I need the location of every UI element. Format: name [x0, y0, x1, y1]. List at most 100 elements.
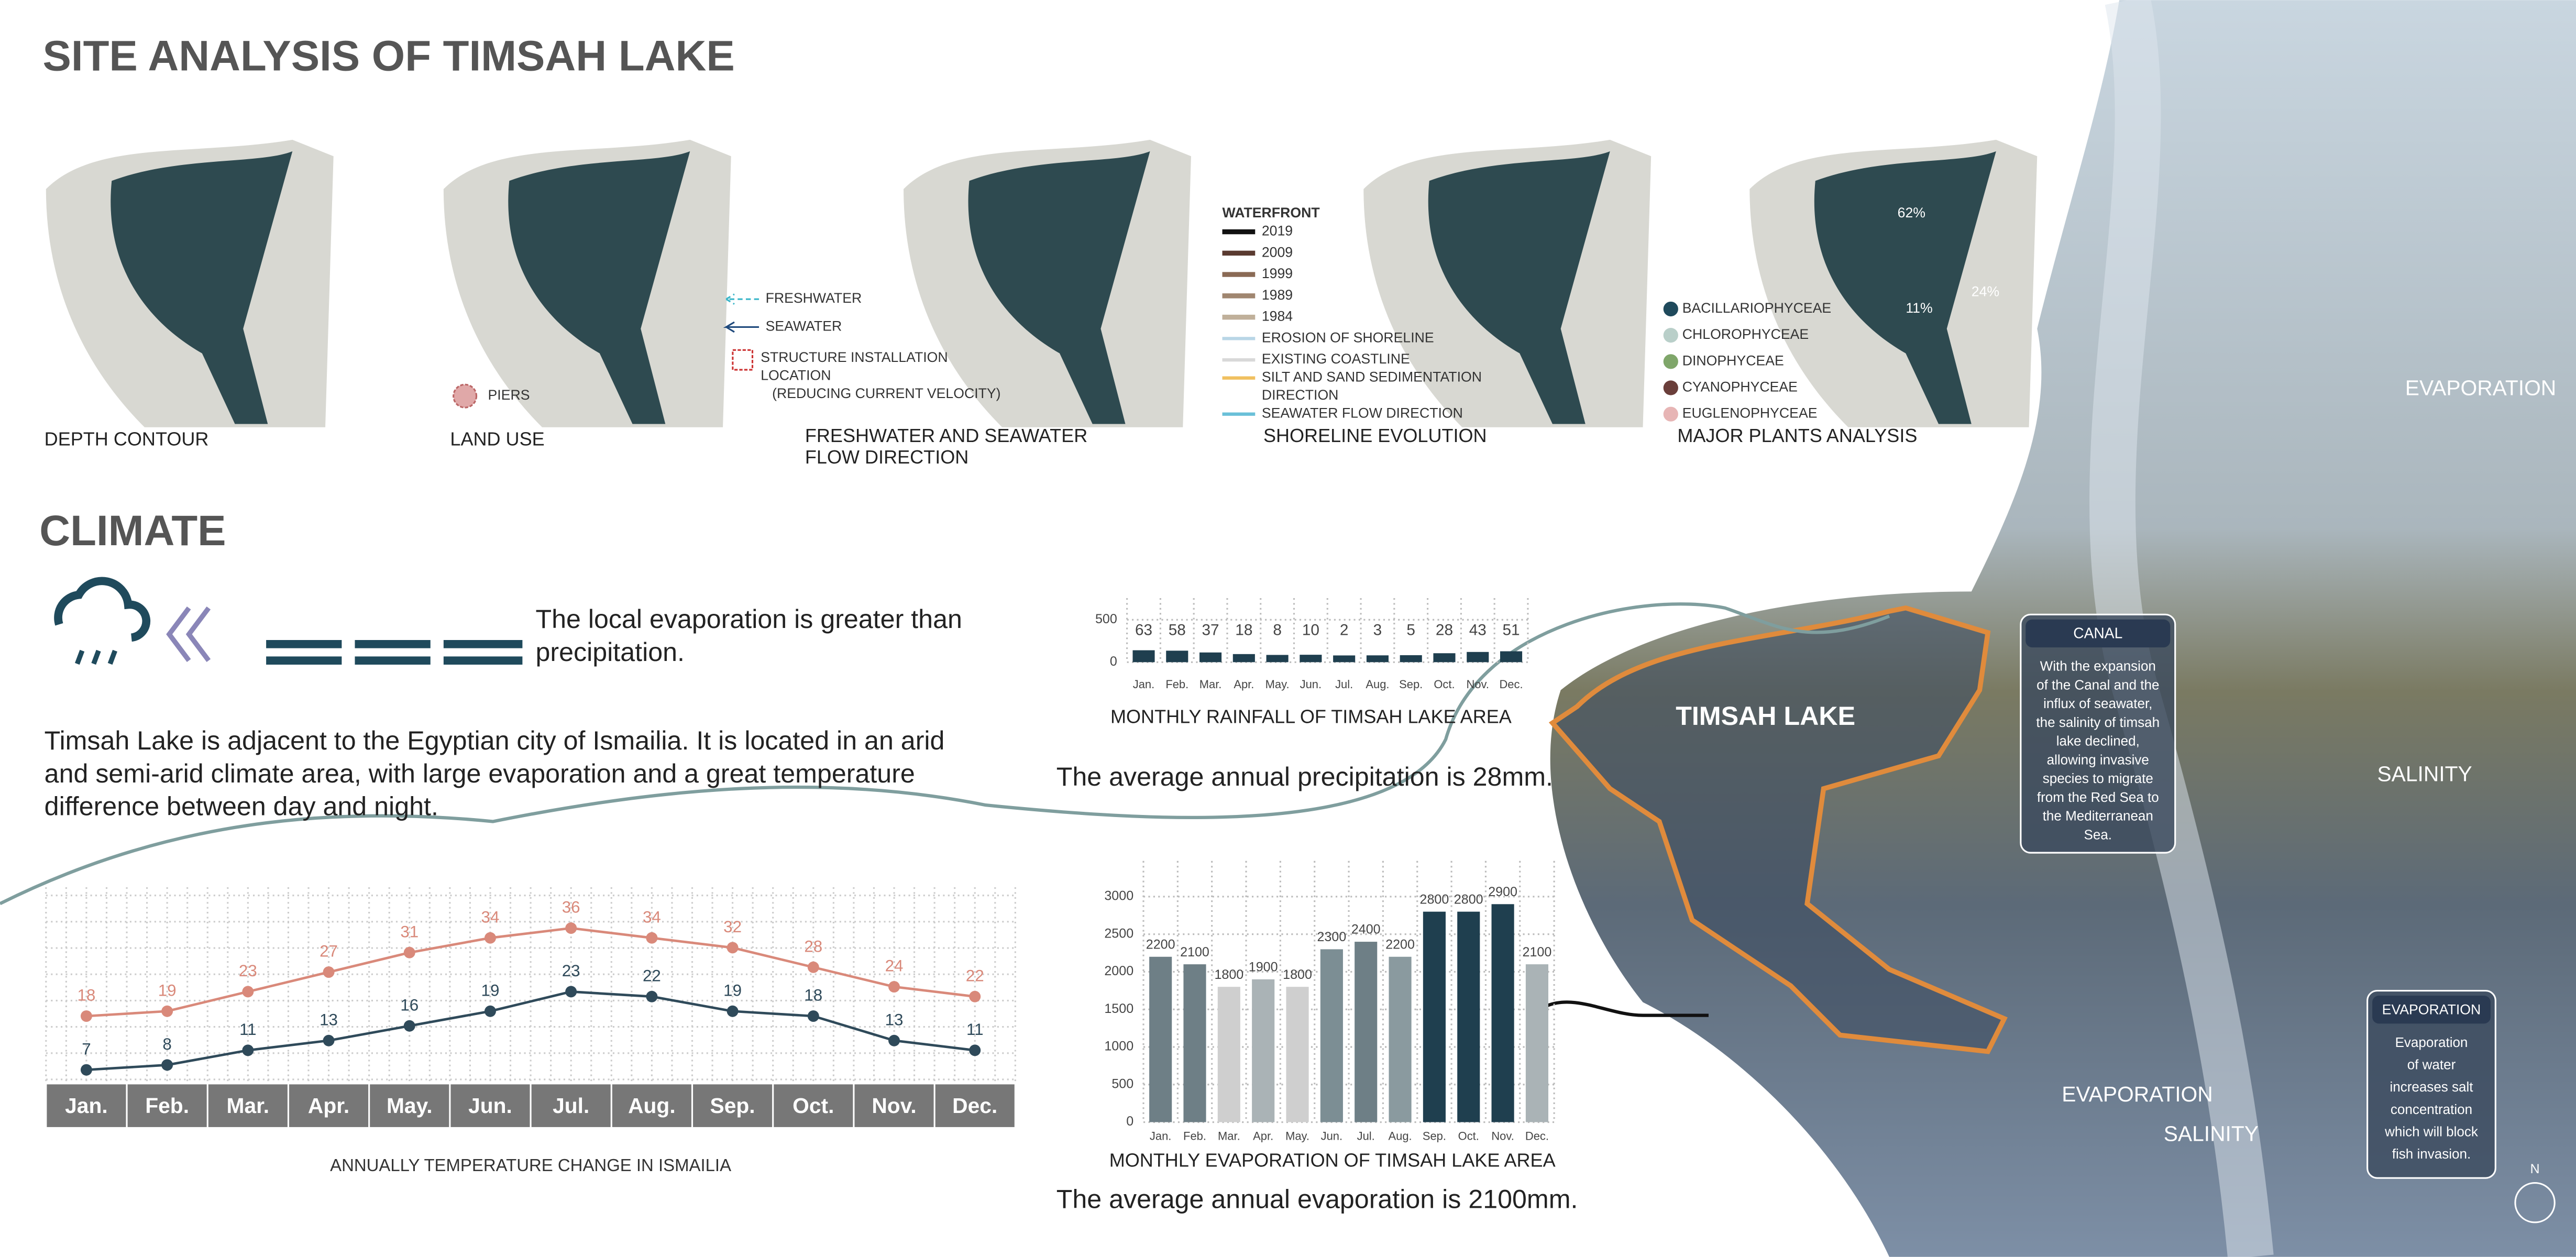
- data-label: 58: [1169, 622, 1186, 639]
- paragraph: difference between day and night.: [45, 792, 438, 821]
- x-tick-label: May.: [1265, 678, 1290, 691]
- point: [80, 1064, 92, 1076]
- point: [161, 1059, 173, 1071]
- map-water: [968, 151, 1150, 424]
- map-caption: FLOW DIRECTION: [805, 446, 968, 468]
- canal-box: [2020, 613, 2176, 854]
- data-label: 31: [400, 922, 419, 941]
- x-tick-label: May.: [1285, 1130, 1309, 1143]
- x-tick-label: Mar.: [227, 1094, 270, 1118]
- y-tick-label: 2500: [1104, 926, 1133, 941]
- x-tick-label: Mar.: [1218, 1130, 1240, 1143]
- map-caption: LAND USE: [450, 428, 544, 449]
- data-label: 37: [1202, 622, 1219, 639]
- data-label: 8: [162, 1035, 171, 1053]
- legend-dot: [1663, 406, 1678, 422]
- evap-label: EVAPORATION: [2405, 376, 2556, 400]
- data-label: 43: [1469, 622, 1487, 639]
- month-cell: [854, 1084, 934, 1127]
- x-tick-label: May.: [387, 1094, 433, 1118]
- x-tick-label: Sep.: [1399, 678, 1423, 691]
- piers-swatch: [453, 383, 478, 409]
- data-label: 13: [885, 1010, 904, 1029]
- month-cell: [693, 1084, 773, 1127]
- box-text: the Mediterranean: [2043, 808, 2153, 824]
- map-caption: MAJOR PLANTS ANALYSIS: [1677, 425, 1917, 446]
- data-label: 3: [1373, 622, 1382, 639]
- x-tick-label: Feb.: [1165, 678, 1188, 691]
- salinity-label: SALINITY: [2164, 1121, 2259, 1145]
- legend-label: 2019: [1262, 223, 1293, 239]
- bar: [1355, 942, 1378, 1122]
- bar: [1467, 652, 1489, 663]
- data-label: 27: [320, 942, 338, 961]
- data-label: 28: [1436, 622, 1453, 639]
- x-tick-label: Dec.: [952, 1094, 997, 1118]
- bar: [1525, 964, 1549, 1122]
- bar: [1149, 956, 1172, 1122]
- data-label: 1900: [1249, 960, 1278, 974]
- point: [807, 961, 819, 973]
- box-text: lake declined,: [2056, 733, 2140, 749]
- evap-head: [2372, 996, 2491, 1024]
- legend-label: 1999: [1262, 266, 1293, 281]
- x-tick-label: Jul.: [1357, 1130, 1375, 1143]
- data-label: 16: [400, 996, 419, 1014]
- point: [646, 932, 658, 944]
- legend-label: BACILLARIOPHYCEAE: [1682, 300, 1831, 316]
- legend-label: SEAWATER FLOW DIRECTION: [1262, 405, 1463, 421]
- point: [726, 942, 739, 954]
- x-tick-label: Jun.: [1300, 678, 1322, 691]
- data-label: 2100: [1180, 945, 1209, 960]
- data-label: 36: [562, 898, 580, 917]
- x-tick-label: Jul.: [553, 1094, 589, 1118]
- x-tick-label: Feb.: [1183, 1130, 1206, 1143]
- map-caption: FRESHWATER AND SEAWATER: [805, 425, 1087, 446]
- bar: [1266, 655, 1289, 663]
- lake-label: TIMSAH LAKE: [1676, 701, 1855, 731]
- x-tick-label: Oct.: [1458, 1130, 1479, 1143]
- bar: [1300, 655, 1322, 663]
- box-text: of water: [2407, 1056, 2456, 1072]
- map-water: [508, 151, 690, 424]
- bar: [1132, 650, 1155, 663]
- point: [485, 932, 496, 944]
- legend-dot: [1663, 301, 1678, 317]
- connector: [1547, 1000, 1709, 1017]
- bar: [1433, 653, 1456, 663]
- data-label: 1800: [1214, 967, 1243, 982]
- data-label: 7: [82, 1040, 91, 1058]
- bar: [1183, 964, 1206, 1122]
- box-text: concentration: [2391, 1101, 2472, 1117]
- legend-dot: [1663, 354, 1678, 369]
- data-label: 2800: [1420, 892, 1449, 907]
- data-label: 23: [239, 962, 257, 980]
- box-text: from the Red Sea to: [2037, 789, 2159, 805]
- plant-share: 62%: [1898, 205, 1925, 220]
- data-label: 34: [481, 908, 500, 926]
- bar: [1199, 652, 1222, 663]
- x-tick-label: Jun.: [1321, 1130, 1342, 1143]
- x-tick-label: Jun.: [468, 1094, 512, 1118]
- box-text: the salinity of timsah: [2036, 714, 2160, 730]
- bar: [1500, 651, 1523, 663]
- data-label: 2900: [1488, 885, 1517, 899]
- lake-outline: [1548, 605, 2008, 1054]
- north-label: N: [2530, 1162, 2540, 1176]
- box-text: fish invasion.: [2392, 1146, 2471, 1162]
- point: [888, 981, 900, 993]
- chart-title: MONTHLY EVAPORATION OF TIMSAH LAKE AREA: [1109, 1149, 1556, 1171]
- x-tick-label: Dec.: [1525, 1130, 1549, 1143]
- bar: [1491, 904, 1514, 1122]
- data-label: 22: [643, 966, 661, 985]
- data-label: 24: [885, 957, 904, 975]
- month-cell: [370, 1084, 449, 1127]
- legend-label: FRESHWATER: [766, 290, 862, 306]
- data-label: 19: [723, 981, 742, 999]
- chart-title: ANNUALLY TEMPERATURE CHANGE IN ISMAILIA: [330, 1155, 731, 1175]
- legend-label: EXISTING COASTLINE: [1262, 351, 1410, 367]
- month-cell: [47, 1084, 126, 1127]
- paragraph: Timsah Lake is adjacent to the Egyptian …: [45, 726, 945, 755]
- x-tick-label: Dec.: [1499, 678, 1523, 691]
